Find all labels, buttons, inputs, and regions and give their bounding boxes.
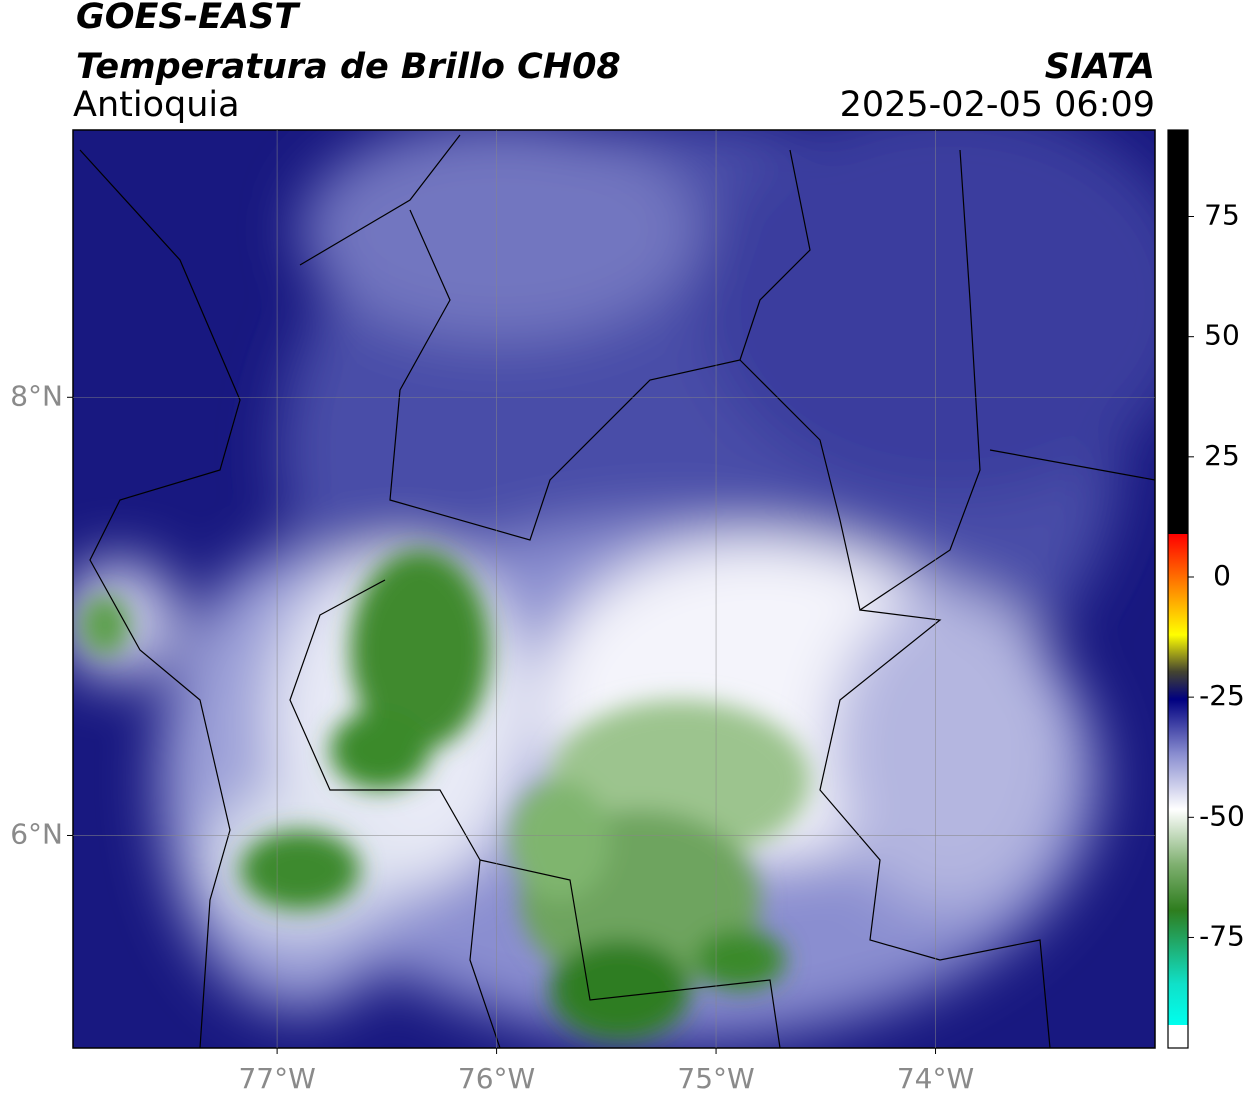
title: GOES-EAST [76, 0, 301, 37]
x-tick-label: 75°W [677, 1062, 754, 1095]
region: Antioquia [73, 85, 240, 125]
x-tick-label: 76°W [458, 1062, 535, 1095]
colorbar-label: 25 [1204, 439, 1240, 472]
y-tick-label: 8°N [10, 379, 63, 412]
datetime: 2025-02-05 06:09 [840, 85, 1155, 125]
map-frame [72, 129, 1156, 1049]
borders [79, 134, 1155, 1048]
colorbar-label: 0 [1213, 559, 1231, 592]
colorbar-label: -75 [1199, 919, 1245, 952]
colorbar-label: 50 [1204, 319, 1240, 352]
x-tick-label: 74°W [897, 1062, 974, 1095]
colorbar [1167, 129, 1189, 1049]
x-tick-label: 77°W [238, 1062, 315, 1095]
source: SIATA [1045, 47, 1155, 87]
colorbar-label: -50 [1199, 799, 1245, 832]
subtitle: Temperatura de Brillo CH08 [76, 47, 621, 87]
colorbar-label: 75 [1204, 199, 1240, 232]
colorbar-label: -25 [1199, 679, 1245, 712]
satellite-image [73, 130, 1155, 1048]
y-tick-label: 6°N [10, 817, 63, 850]
